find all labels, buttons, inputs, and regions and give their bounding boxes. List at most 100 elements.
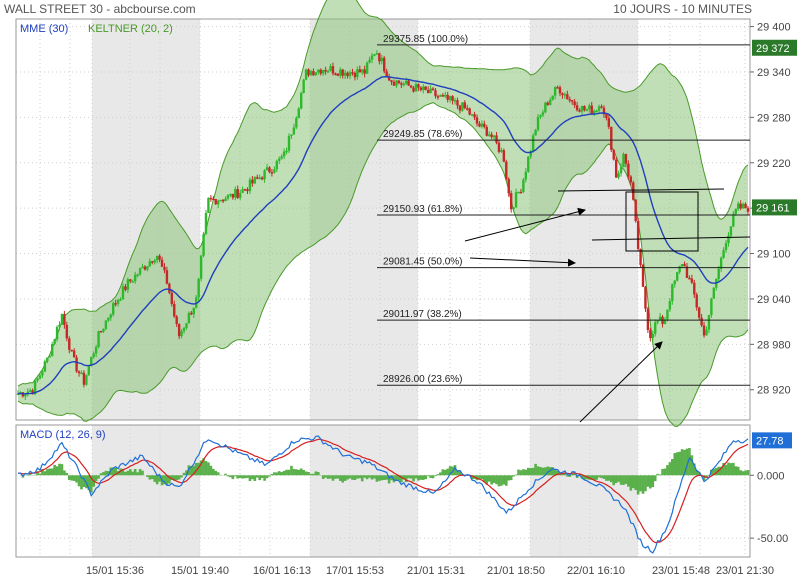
macd-histogram-bar xyxy=(573,474,576,476)
macd-histogram-bar xyxy=(33,474,37,476)
macd-histogram-bar xyxy=(141,470,144,476)
x-tick-label: 21/01 18:50 xyxy=(487,565,545,577)
macd-line xyxy=(17,435,749,554)
macd-histogram-bar xyxy=(602,475,606,479)
macd-histogram-bar xyxy=(741,471,745,476)
candle-body xyxy=(119,299,122,301)
candle-body xyxy=(304,69,308,80)
x-tick-label: 23/01 21:30 xyxy=(716,565,774,577)
candle-body xyxy=(697,307,701,318)
candle-body xyxy=(461,102,464,111)
macd-y-tick-label: 0.000 xyxy=(757,470,785,482)
candle-body xyxy=(317,69,320,73)
macd-histogram-bar xyxy=(426,475,430,477)
macd-histogram-bar xyxy=(421,475,425,480)
macd-histogram-bar xyxy=(605,475,608,481)
macd-histogram-bar xyxy=(702,475,706,481)
candle-body xyxy=(563,94,567,96)
candle-body xyxy=(94,347,98,354)
macd-histogram-bar xyxy=(553,469,557,476)
macd-histogram-bar xyxy=(253,475,257,481)
macd-histogram-bar xyxy=(671,458,674,476)
candle-body xyxy=(256,177,259,179)
candle-body xyxy=(114,303,117,305)
macd-histogram-bar xyxy=(380,475,384,481)
macd-histogram-bar xyxy=(526,467,530,476)
candle-body xyxy=(746,208,750,212)
candle-body xyxy=(341,69,344,76)
candle-body xyxy=(636,221,640,249)
macd-histogram-bar xyxy=(153,475,157,482)
mme-line xyxy=(17,75,749,395)
candle-body xyxy=(195,297,198,308)
candle-body xyxy=(307,69,310,76)
macd-histogram-bar xyxy=(639,475,642,492)
candle-body xyxy=(363,69,366,74)
macd-histogram-bar xyxy=(375,475,379,482)
candle-body xyxy=(507,179,510,194)
candle-body xyxy=(219,199,222,202)
candle-body xyxy=(136,274,139,276)
macd-histogram-bar xyxy=(719,466,723,476)
candle-body xyxy=(429,88,432,94)
candle-body xyxy=(295,117,298,128)
candle-body xyxy=(512,207,515,210)
macd-histogram-bar xyxy=(246,475,249,478)
macd-histogram-bar xyxy=(614,475,618,484)
candle-body xyxy=(417,84,420,88)
candle-body xyxy=(654,322,657,334)
candle-body xyxy=(375,53,379,55)
macd-histogram-bar xyxy=(727,462,730,476)
candle-body xyxy=(273,169,276,173)
candle-body xyxy=(77,371,81,374)
macd-histogram-bar xyxy=(531,467,535,476)
candle-body xyxy=(383,57,386,72)
candle-body xyxy=(536,117,540,130)
candle-body xyxy=(229,193,232,196)
candle-body xyxy=(82,372,86,385)
macd-histogram-bar xyxy=(514,474,518,476)
macd-histogram-bar xyxy=(622,475,625,485)
candle-body xyxy=(614,159,618,178)
candle-body xyxy=(180,331,183,337)
candle-body xyxy=(353,72,357,78)
candle-body xyxy=(158,255,161,260)
candle-body xyxy=(588,105,591,110)
x-tick-label: 15/01 15:36 xyxy=(86,565,144,577)
macd-histogram-bar xyxy=(519,470,523,476)
candle-body xyxy=(129,279,132,282)
annotation-trendline xyxy=(591,236,751,241)
candle-body xyxy=(402,83,405,86)
candle-body xyxy=(539,115,542,118)
candle-body xyxy=(351,72,354,74)
macd-histogram-bar xyxy=(551,467,554,476)
candle-body xyxy=(612,149,615,160)
candle-body xyxy=(348,72,352,77)
candle-body xyxy=(326,70,330,73)
macd-histogram-bar xyxy=(299,468,303,476)
macd-histogram-bar xyxy=(360,475,364,482)
macd-histogram-bar xyxy=(82,475,86,488)
macd-histogram-bar xyxy=(736,466,740,476)
candle-body xyxy=(580,106,584,112)
macd-histogram-bar xyxy=(324,475,327,478)
macd-histogram-bar xyxy=(72,475,76,481)
macd-histogram-bar xyxy=(378,475,381,481)
candle-body xyxy=(63,314,66,325)
candle-body xyxy=(624,154,628,164)
macd-histogram-bar xyxy=(609,475,613,483)
candle-body xyxy=(197,278,200,298)
price-panel-frame xyxy=(15,18,751,421)
candle-body xyxy=(514,192,518,208)
macd-histogram-bar xyxy=(517,469,520,476)
candle-body xyxy=(112,303,115,315)
candle-body xyxy=(173,303,176,317)
macd-histogram-bar xyxy=(185,470,188,476)
candle-body xyxy=(739,203,742,209)
candle-body xyxy=(260,177,264,180)
candle-body xyxy=(592,110,596,114)
candle-body xyxy=(309,71,313,76)
candle-body xyxy=(339,69,342,76)
macd-histogram-bar xyxy=(395,475,398,482)
candle-body xyxy=(509,193,513,210)
